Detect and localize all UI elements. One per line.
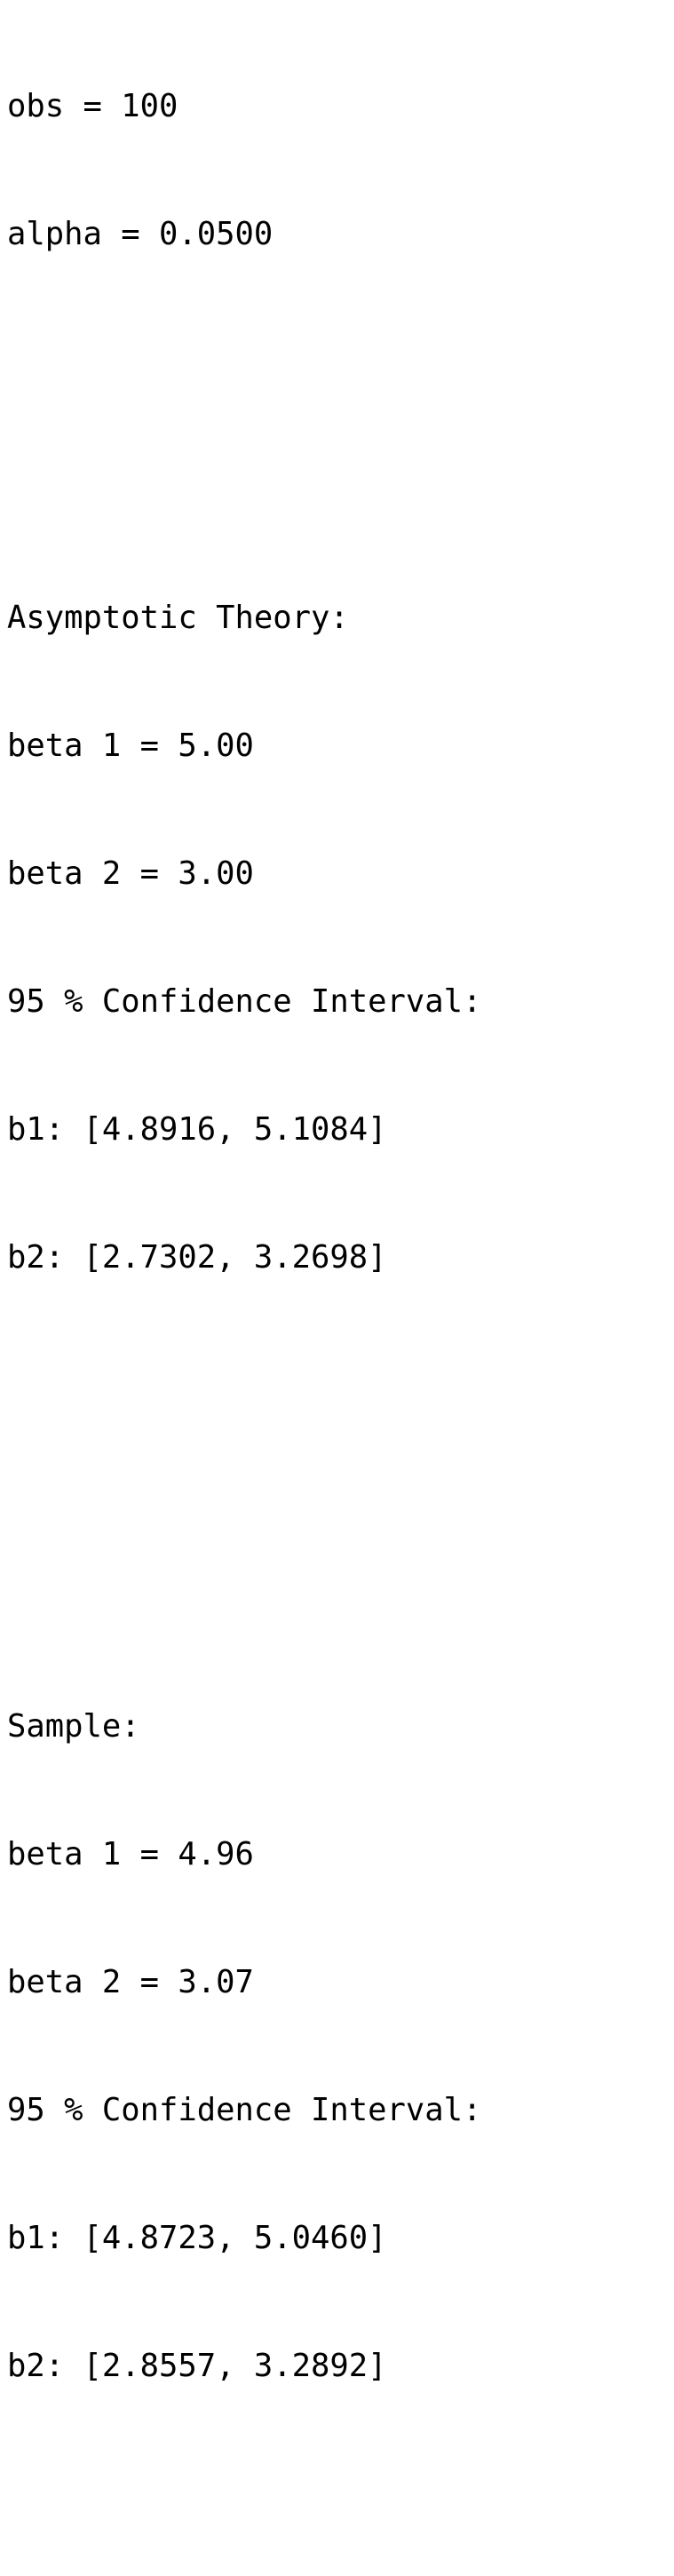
section-asymptotic-theory: Asymptotic Theory: beta 1 = 5.00 beta 2 … [7, 512, 674, 1364]
section-sample: Sample: beta 1 = 4.96 beta 2 = 3.07 95 %… [7, 1620, 674, 2473]
b1-interval: b1: [4.8723, 5.0460] [7, 2220, 387, 2256]
obs-line: obs = 100 [7, 88, 178, 124]
b2-interval: b2: [2.8557, 3.2892] [7, 2348, 387, 2384]
beta1-line: beta 1 = 5.00 [7, 727, 254, 764]
blank-line [7, 341, 674, 384]
section-title: Sample: [7, 1708, 140, 1745]
console-output: obs = 100 alpha = 0.0500 Asymptotic Theo… [7, 88, 674, 2384]
b1-interval: b1: [4.8916, 5.1084] [7, 1111, 387, 1148]
beta2-line: beta 2 = 3.07 [7, 1964, 254, 2000]
blank-line [7, 2558, 674, 2576]
beta2-line: beta 2 = 3.00 [7, 855, 254, 892]
alpha-line: alpha = 0.0500 [7, 216, 274, 252]
section-title: Asymptotic Theory: [7, 600, 349, 636]
blank-line [7, 1450, 674, 1492]
b2-interval: b2: [2.7302, 3.2698] [7, 1239, 387, 1276]
ci-label: 95 % Confidence Interval: [7, 2092, 482, 2128]
ci-label: 95 % Confidence Interval: [7, 983, 482, 1020]
beta1-line: beta 1 = 4.96 [7, 1836, 254, 1872]
